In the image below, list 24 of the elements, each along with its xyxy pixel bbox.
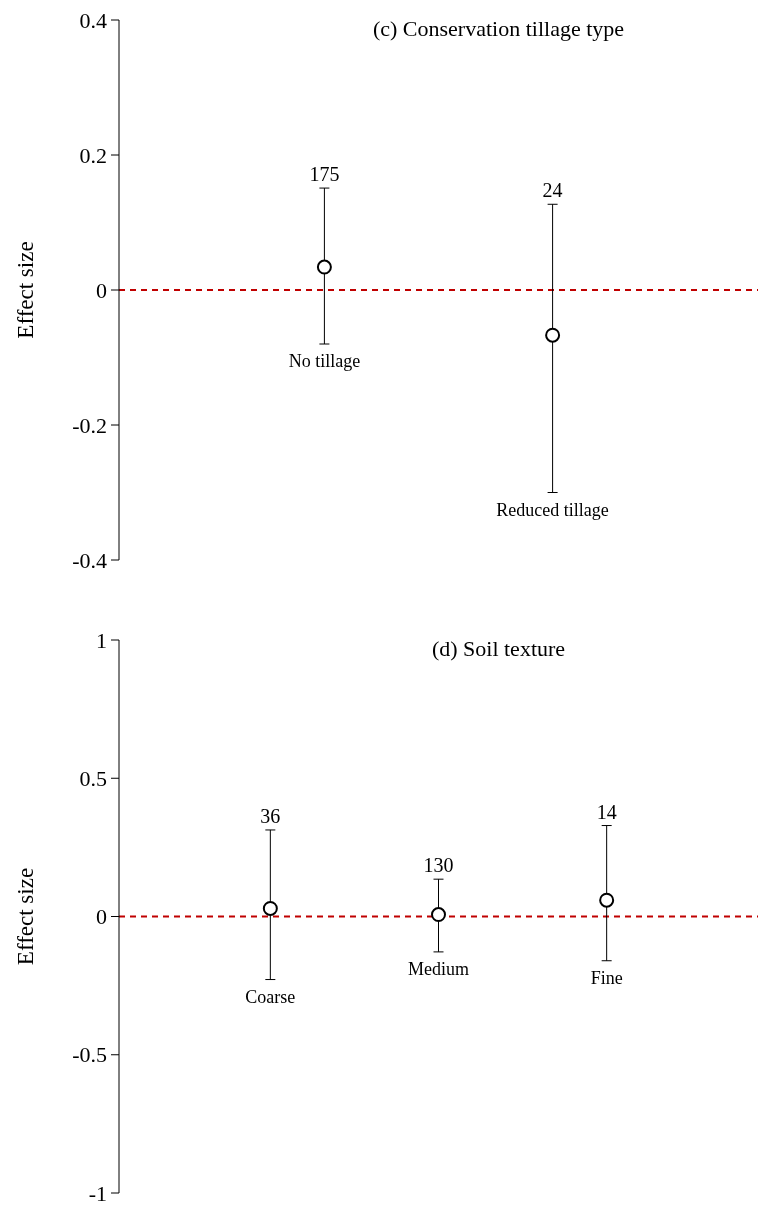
- annotation: 130: [423, 854, 454, 877]
- y-tick-label: -0.4: [72, 547, 107, 573]
- y-tick-label: 0.2: [79, 142, 107, 168]
- y-tick-label: 0: [96, 904, 107, 930]
- y-axis-title: Effect size: [13, 867, 38, 966]
- annotation: 14: [596, 800, 617, 823]
- y-tick-label: 1: [96, 627, 107, 653]
- y-tick-label: 0.5: [79, 765, 107, 791]
- annotation: 36: [260, 804, 281, 827]
- x-tick-label: Reduced tillage: [496, 499, 609, 520]
- y-tick-label: -0.5: [72, 1042, 107, 1068]
- x-tick-label: Fine: [590, 968, 623, 989]
- chart-title: (c) Conservation tillage type: [372, 15, 625, 41]
- y-tick-label: -1: [88, 1180, 107, 1206]
- x-tick-label: Medium: [408, 959, 469, 980]
- y-tick-label: 0.4: [79, 7, 107, 33]
- x-tick-label: Coarse: [245, 986, 296, 1007]
- annotation: 24: [542, 179, 563, 202]
- annotation: 175: [309, 163, 340, 186]
- x-tick-label: No tillage: [288, 351, 361, 372]
- y-tick-label: 0: [96, 277, 107, 303]
- y-axis-title: Effect size: [13, 241, 38, 339]
- chart-title: (d) Soil texture: [431, 635, 566, 661]
- y-tick-label: -0.2: [72, 412, 107, 438]
